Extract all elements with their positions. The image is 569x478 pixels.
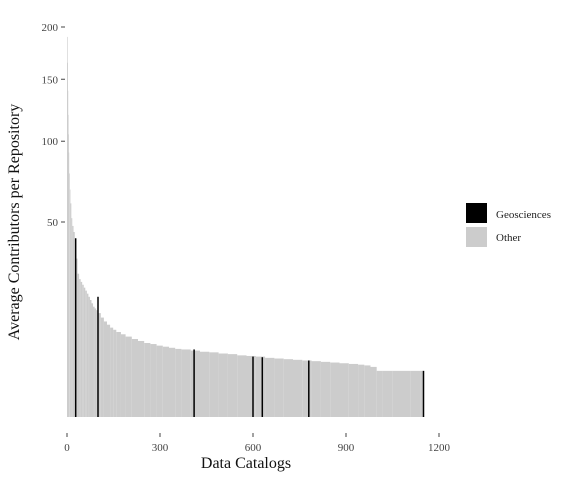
bar-other (69, 189, 71, 417)
bar-other (348, 363, 359, 417)
bar-other (181, 349, 191, 417)
bar-other (75, 258, 78, 417)
bar-geosciences (74, 238, 77, 417)
bar-other (190, 350, 200, 417)
bar-other (116, 332, 121, 417)
x-tick-label: 1200 (428, 442, 451, 454)
bar-other (100, 317, 104, 417)
bar-other (382, 370, 393, 417)
bar-other (113, 329, 117, 417)
bar-other (96, 310, 98, 417)
bar-other (69, 173, 70, 417)
bar-other (410, 370, 421, 417)
x-axis-title: Data Catalogs (201, 455, 291, 472)
bar-other (237, 355, 247, 417)
bar-other (70, 203, 72, 417)
bar-other (292, 359, 303, 417)
bar-other (89, 300, 92, 417)
bar-other (82, 284, 84, 417)
bar-other (88, 296, 90, 417)
geosciences-bars (74, 238, 425, 417)
bar-other (67, 36, 68, 417)
bar-other (162, 346, 169, 417)
legend-label-geosciences: Geosciences (496, 209, 551, 221)
bar-other (199, 351, 210, 417)
y-axis-title: Average Contributors per Repository (6, 104, 23, 341)
x-tick-label: 600 (245, 442, 262, 454)
bar-other (420, 370, 424, 417)
legend: Geosciences Other (466, 203, 551, 247)
y-tick-label: 100 (42, 136, 59, 148)
bar-other (68, 134, 69, 418)
x-tick-label: 900 (338, 442, 355, 454)
bar-geosciences (193, 349, 195, 417)
bar-other (110, 327, 114, 417)
bar-other (80, 281, 83, 417)
bar-other (376, 370, 383, 417)
x-tick-label: 300 (152, 442, 169, 454)
bar-other (218, 353, 228, 417)
bar-geosciences (252, 356, 254, 417)
x-axis: 0 300 600 900 1200 (64, 433, 451, 454)
y-tick-label: 200 (42, 22, 59, 34)
bar-other (94, 308, 97, 417)
bar-other (79, 279, 81, 417)
bar-geosciences (308, 360, 310, 417)
bar-other (97, 313, 101, 417)
bar-other (67, 90, 69, 417)
bar-other (320, 361, 331, 417)
legend-swatch-geosciences (466, 203, 487, 223)
bar-other (330, 362, 340, 417)
bar-other (131, 339, 138, 417)
bar-other (358, 364, 365, 417)
y-tick-label: 150 (42, 74, 59, 86)
bar-other (274, 358, 284, 417)
bar-other (265, 357, 275, 417)
bar-other (71, 218, 73, 417)
bar-geosciences (97, 296, 99, 417)
bar-other (175, 348, 182, 417)
bar-other (125, 336, 132, 417)
bar-other (156, 345, 163, 417)
bar-other (67, 62, 68, 417)
bar-other (302, 360, 312, 417)
other-bars (67, 36, 424, 418)
bar-geosciences (422, 370, 425, 417)
bar-other (72, 225, 74, 417)
y-tick-label: 50 (47, 217, 59, 229)
bar-other (68, 152, 70, 418)
bar-other (106, 324, 111, 417)
x-tick-label: 0 (64, 442, 70, 454)
bar-other (86, 293, 89, 417)
bar-other (73, 232, 75, 417)
bar-other (227, 354, 238, 417)
bar-other (85, 290, 87, 417)
bar-other (255, 356, 266, 417)
bar-other (137, 340, 145, 417)
bar-other (150, 344, 157, 417)
bar-other (364, 365, 371, 417)
bar-other (370, 366, 377, 417)
bar-other (77, 273, 80, 417)
bar-other (168, 347, 176, 417)
legend-label-other: Other (496, 232, 521, 244)
bar-other (209, 352, 219, 417)
bar-other (144, 343, 151, 417)
bar-other (401, 370, 411, 417)
bar-other (103, 321, 107, 417)
bar-other (311, 361, 321, 417)
bar-other (283, 359, 293, 417)
bar-other (93, 306, 95, 417)
y-axis: 50 100 150 200 (42, 22, 65, 229)
legend-swatch-other (466, 227, 487, 247)
bar-geosciences (261, 357, 264, 417)
bar-other (83, 287, 86, 417)
bar-other (120, 334, 126, 417)
bar-other (246, 355, 256, 417)
bar-other (339, 363, 349, 417)
bar-other (392, 370, 402, 417)
bar-other (91, 303, 94, 417)
bar-other (67, 114, 69, 417)
